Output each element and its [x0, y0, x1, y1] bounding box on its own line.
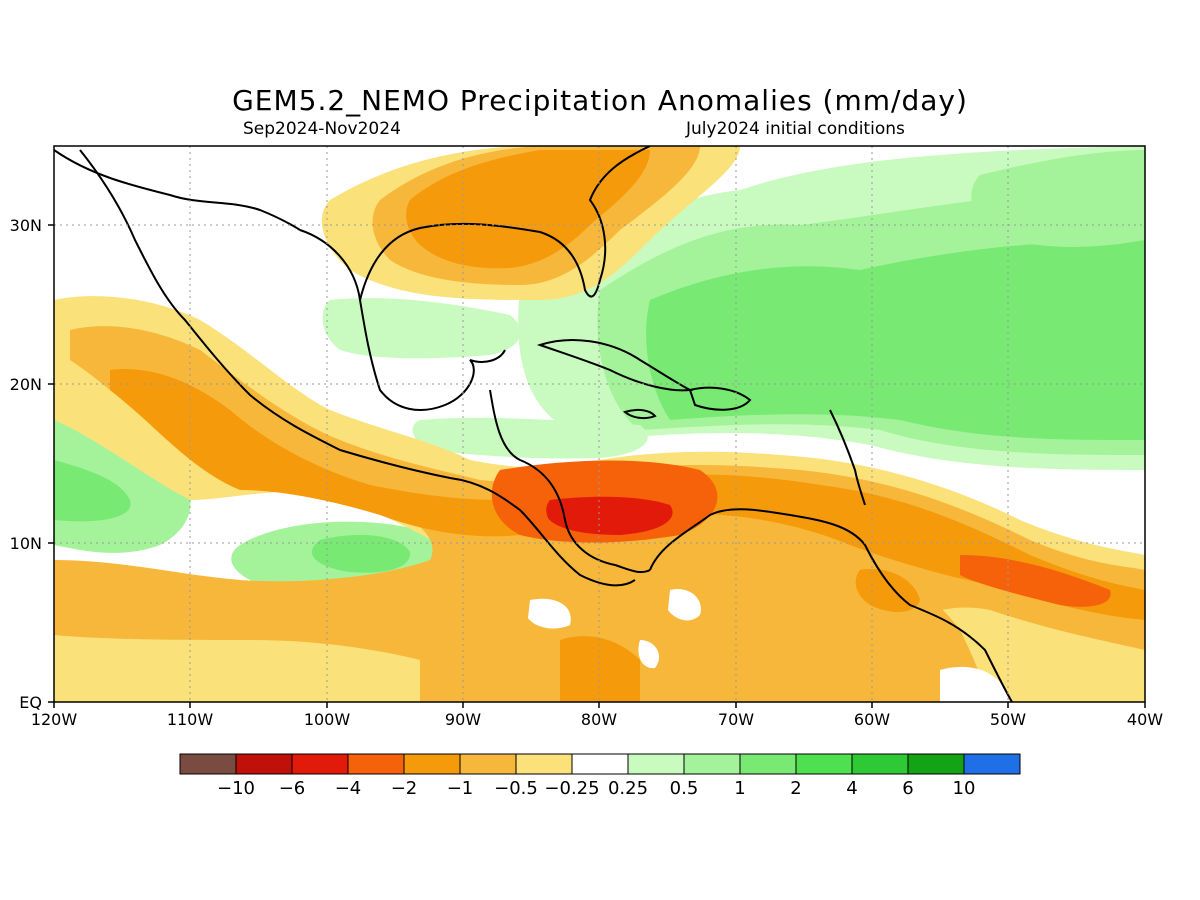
colorbar-label: 6	[902, 778, 913, 799]
colorbar-swatch	[963, 753, 1021, 775]
colorbar-swatch	[739, 753, 797, 775]
forecast-period: Sep2024-Nov2024	[243, 119, 401, 139]
lon-label: 60W	[854, 710, 890, 729]
coastline-central-america	[489, 389, 651, 574]
colorbar-label: 0.5	[670, 778, 699, 799]
colorbar-label: −0.25	[544, 778, 599, 799]
colorbar-label: −6	[279, 778, 306, 799]
colorbar-label: −0.5	[494, 778, 538, 799]
colorbar-label: −1	[447, 778, 474, 799]
colorbar-swatch	[235, 753, 293, 775]
lon-label: 80W	[581, 710, 617, 729]
lon-label: 50W	[990, 710, 1026, 729]
colorbar-swatch	[347, 753, 405, 775]
colorbar-swatch	[179, 753, 237, 775]
colorbar-label: −2	[391, 778, 418, 799]
colorbar-swatch	[515, 753, 573, 775]
colorbar-swatch	[683, 753, 741, 775]
lat-label: 10N	[10, 534, 42, 553]
pacific-wet-blob-core	[311, 534, 411, 573]
gulf-dry-region-3	[406, 150, 650, 269]
border-us-mexico	[54, 149, 301, 231]
colorbar-swatch	[907, 753, 965, 775]
colorbar: −10 −6 −4 −2 −1 −0.5 −0.25 0.25 0.5 1 2 4 6 10	[179, 753, 1021, 799]
colorbar-swatch	[459, 753, 517, 775]
colorbar-label: 10	[953, 778, 976, 799]
colorbar-label: −10	[217, 778, 255, 799]
lon-label: 110W	[167, 710, 214, 729]
atlantic-wet-region-3	[646, 240, 1145, 440]
longitude-labels: 120W 110W 100W 90W 80W 70W 60W 50W 40W	[31, 710, 1163, 729]
gulf-wet-strip	[322, 298, 521, 359]
colorbar-swatch	[403, 753, 461, 775]
coastlines	[54, 146, 1013, 702]
graticule	[54, 146, 1145, 702]
caribbean-strongest-dry	[546, 496, 673, 535]
pacific-wet-region-2	[54, 460, 131, 522]
colorbar-swatch	[627, 753, 685, 775]
tick-marks	[48, 224, 1146, 708]
neutral-patch-3	[940, 666, 1010, 702]
atlantic-strong-dry	[960, 555, 1111, 607]
lon-label: 100W	[304, 710, 351, 729]
colorbar-swatch	[795, 753, 853, 775]
lat-label: 30N	[10, 216, 42, 235]
coastline-south-america-north	[649, 508, 1013, 702]
lon-label: 40W	[1127, 710, 1163, 729]
south-america-dry-2	[560, 636, 640, 702]
colorbar-label: 2	[790, 778, 801, 799]
lon-label: 70W	[718, 710, 754, 729]
latitude-labels: EQ 10N 20N 30N	[10, 216, 42, 712]
initial-conditions-label: July2024 initial conditions	[686, 119, 905, 139]
coastline-gulf	[299, 229, 506, 411]
lon-label: 90W	[445, 710, 481, 729]
colorbar-label: −4	[335, 778, 362, 799]
coastline-gulf-north	[359, 146, 651, 301]
colorbar-label: 1	[734, 778, 745, 799]
lon-label: 120W	[31, 710, 78, 729]
colorbar-swatch	[851, 753, 909, 775]
northeast-wet-patch	[971, 150, 1145, 247]
lat-label: 20N	[10, 375, 42, 394]
map-title: GEM5.2_NEMO Precipitation Anomalies (mm/…	[232, 84, 968, 117]
coastline-hispaniola	[688, 386, 752, 411]
neutral-patch-4	[528, 598, 571, 629]
neutral-patch-2	[638, 640, 660, 669]
coastline-jamaica	[622, 408, 657, 420]
coastline-lesser-antilles	[829, 409, 866, 506]
lat-label: EQ	[19, 693, 42, 712]
coastline-mexico-pacific	[79, 149, 636, 587]
colorbar-swatch	[571, 753, 629, 775]
colorbar-swatch	[291, 753, 349, 775]
colorbar-label: 4	[846, 778, 857, 799]
caribbean-wet-strip	[412, 417, 648, 459]
neutral-patch-1	[668, 589, 701, 621]
colorbar-label: 0.25	[608, 778, 648, 799]
